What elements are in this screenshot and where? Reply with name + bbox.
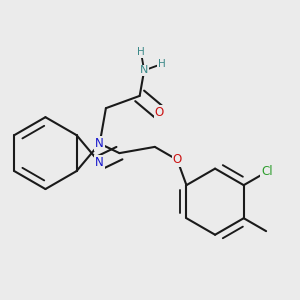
Text: O: O bbox=[155, 106, 164, 119]
Text: H: H bbox=[137, 47, 145, 57]
Text: O: O bbox=[172, 153, 182, 166]
Text: N: N bbox=[140, 65, 148, 75]
Text: N: N bbox=[95, 137, 104, 150]
Text: N: N bbox=[95, 156, 104, 169]
Text: H: H bbox=[158, 59, 166, 69]
Text: Cl: Cl bbox=[261, 165, 273, 178]
